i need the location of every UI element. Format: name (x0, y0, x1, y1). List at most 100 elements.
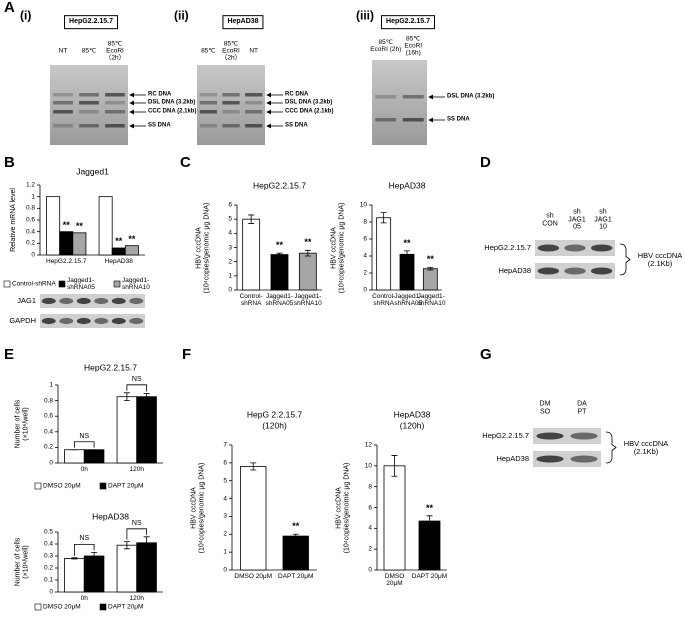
gel-band (105, 110, 125, 114)
y-tick-label: 10 (364, 462, 372, 470)
panel-letter: F (182, 345, 192, 363)
y-tick-label: 4 (363, 252, 367, 260)
blot-band (76, 297, 91, 305)
subpanel-label: (i) (20, 8, 32, 23)
bar (46, 196, 61, 256)
x-tick-label: Control-shRNA (372, 293, 396, 308)
y-tick-label: 1.2 (25, 181, 35, 189)
gel-band (105, 93, 125, 97)
bar (376, 217, 392, 291)
y-tick-label: 6 (223, 459, 227, 467)
y-tick-label: 0 (368, 566, 372, 574)
bar (98, 196, 113, 256)
blot-band (111, 317, 126, 325)
x-tick-label: DAPT 20μM (411, 573, 448, 580)
bar (116, 396, 138, 464)
y-tick-label: 12 (364, 441, 372, 449)
band-label: SS DNA (148, 122, 171, 129)
legend-swatch (3, 280, 11, 288)
blot (40, 294, 145, 308)
y-tick-label: 0.6 (25, 216, 35, 224)
blot (533, 451, 601, 467)
y-tick-label: 0.6 (43, 412, 53, 420)
significance-label: ** (75, 220, 83, 231)
bar (83, 555, 105, 593)
gel-band (222, 110, 240, 114)
legend-label: Control-shRNA (12, 280, 56, 288)
gel-band (105, 101, 125, 105)
blot-band (76, 317, 91, 325)
bar (72, 232, 87, 256)
gel-band (245, 101, 263, 105)
error-bar (304, 249, 311, 257)
legend-label: DMSO 20μM (43, 603, 81, 611)
blot-band (94, 297, 109, 305)
blot-band (591, 267, 613, 275)
significance-label: ** (425, 502, 434, 513)
gel-title: HepAD38 (222, 15, 264, 29)
lane-label: sh CON (542, 212, 558, 227)
bar (418, 520, 441, 571)
blot (40, 314, 145, 328)
x-tick-label: 120h (129, 595, 144, 602)
y-tick-label: 0.4 (43, 428, 53, 436)
legend-label: Jagged1-shRNA10 (122, 276, 150, 291)
comparison-bracket (126, 528, 147, 540)
y-tick-label: 3 (228, 243, 232, 251)
gel-band (53, 110, 73, 114)
gel-band (53, 124, 73, 128)
significance-label: ** (115, 236, 123, 247)
y-tick-label: 0.2 (25, 239, 35, 247)
blot-band (536, 432, 564, 440)
lane-label: NT (249, 47, 258, 55)
y-axis-label: Relative mRNA level (10, 188, 18, 252)
gel-band (222, 93, 240, 97)
chart-title: HepG2.2.15.7 (84, 362, 137, 373)
y-tick-label: 2 (228, 258, 232, 266)
bar (240, 466, 267, 571)
bracket (619, 243, 631, 276)
bar (422, 268, 438, 291)
x-tick-label: Jagged1-shRNA10 (417, 293, 446, 308)
significance-label: ** (426, 254, 434, 265)
x-tick-label: 120h (129, 466, 144, 473)
blot-band (59, 317, 74, 325)
subpanel-label: (ii) (174, 8, 189, 23)
comparison-label: NS (131, 375, 142, 383)
subpanel-label: (iii) (356, 8, 374, 23)
bracket (605, 431, 617, 464)
gel-band (402, 118, 424, 122)
chart-subtitle: (120h) (399, 420, 425, 431)
gel-band (79, 93, 99, 97)
x-tick-label: 0h (80, 595, 88, 602)
y-tick-label: 6 (368, 503, 372, 511)
gel-band (245, 124, 263, 128)
y-axis-label: HBV cccDNA (10⁴copies/genomic μg DNA) (330, 202, 345, 293)
lane-label: sh JAG1 10 (594, 208, 612, 231)
gel-band (53, 101, 73, 105)
blot-band (536, 455, 564, 463)
blot (533, 428, 601, 444)
blot-band (129, 297, 144, 305)
legend-swatch (99, 603, 107, 611)
significance-label: ** (275, 240, 284, 251)
error-bar (404, 250, 410, 259)
y-tick-label: 0.1 (43, 576, 53, 584)
y-tick-label: 7 (223, 441, 227, 449)
band-label: DSL DNA (3.2kb) (148, 99, 196, 106)
band-label: CCC DNA (2.1kb) (148, 108, 197, 115)
legend-swatch (34, 603, 42, 611)
panel-letter: D (480, 153, 491, 171)
chart-title: HepG2.2.15.7 (253, 180, 306, 191)
panel-letter: E (4, 345, 15, 363)
y-tick-label: 0.8 (43, 397, 53, 405)
blot-band (59, 297, 74, 305)
y-tick-label: 0.8 (25, 204, 35, 212)
blot-band (129, 317, 144, 325)
y-tick-label: 3 (223, 512, 227, 520)
bar (64, 558, 85, 593)
error-bar (426, 515, 433, 527)
bar (59, 231, 74, 256)
bracket-label: HBV cccDNA (2.1Kb) (637, 250, 683, 268)
